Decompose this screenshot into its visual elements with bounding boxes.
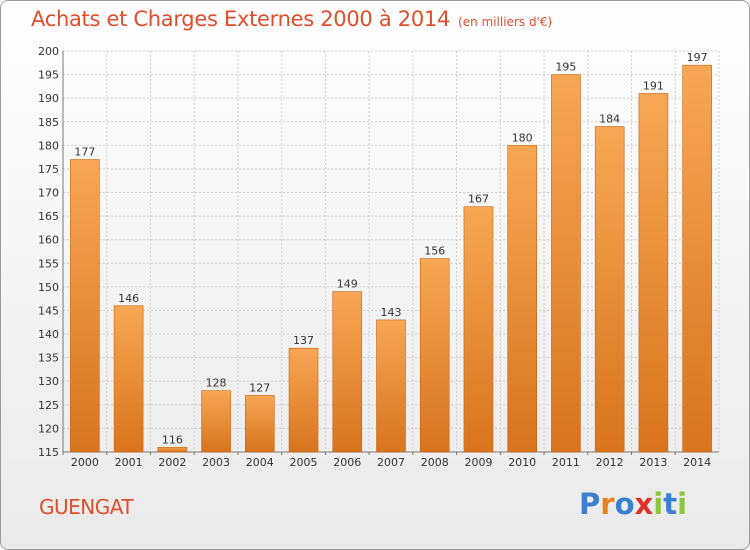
y-tick-label: 120 xyxy=(38,422,59,435)
city-name: GUENGAT xyxy=(39,495,134,519)
x-tick-label: 2009 xyxy=(464,456,492,469)
x-tick-label: 2006 xyxy=(333,456,361,469)
bar-2000 xyxy=(70,159,100,453)
bar-2007 xyxy=(376,319,406,453)
y-tick-label: 200 xyxy=(38,45,59,58)
y-tick-label: 170 xyxy=(38,187,59,200)
labels: 177 2000 146 2001 116 2002 128 2003 127 2004 137 20… xyxy=(71,51,711,469)
bar-2006 xyxy=(332,291,363,453)
logo-letter: o xyxy=(614,487,635,521)
bar-2008 xyxy=(419,258,450,453)
data-label: 143 xyxy=(381,306,402,319)
x-tick-label: 2000 xyxy=(71,456,99,469)
y-tick-label: 175 xyxy=(38,163,59,176)
x-tick-label: 2010 xyxy=(508,456,536,469)
proxiti-logo[interactable]: Proxiti xyxy=(579,487,687,521)
logo-letter: r xyxy=(600,487,615,521)
bar-2009 xyxy=(463,206,494,453)
data-label: 177 xyxy=(74,146,95,159)
y-tick-label: 165 xyxy=(38,210,59,223)
x-tick-label: 2008 xyxy=(421,456,449,469)
y-tick-label: 150 xyxy=(38,281,59,294)
data-label: 197 xyxy=(687,51,708,64)
y-tick-label: 160 xyxy=(38,234,59,247)
data-label: 184 xyxy=(599,112,620,125)
x-tick-label: 2002 xyxy=(158,456,186,469)
data-label: 156 xyxy=(424,245,445,258)
y-tick-label: 115 xyxy=(38,446,59,459)
data-label: 127 xyxy=(249,381,270,394)
y-tick-label: 145 xyxy=(38,304,59,317)
bar-2004 xyxy=(245,395,275,453)
bar-2005 xyxy=(288,347,319,453)
data-label: 191 xyxy=(643,79,664,92)
chart-title: Achats et Charges Externes 2000 à 2014 (e… xyxy=(31,7,552,31)
y-tick-label: 135 xyxy=(38,352,59,365)
y-tick-label: 130 xyxy=(38,375,59,388)
bar-2013 xyxy=(638,93,669,453)
x-tick-label: 2003 xyxy=(202,456,230,469)
data-label: 180 xyxy=(512,131,533,144)
bar-2011 xyxy=(551,74,581,453)
y-tick-label: 195 xyxy=(38,69,59,82)
axes: 115 120 125 130 135 140 145 150 155 160 165 170 175 1… xyxy=(38,45,719,459)
title-text: Achats et Charges Externes 2000 à 2014 xyxy=(31,7,451,31)
x-tick-label: 2012 xyxy=(596,456,624,469)
y-tick-label: 190 xyxy=(38,92,59,105)
data-label: 116 xyxy=(162,433,183,446)
bar-2014 xyxy=(682,64,712,453)
x-tick-label: 2011 xyxy=(552,456,580,469)
data-label: 137 xyxy=(293,334,314,347)
bars xyxy=(70,64,712,453)
x-tick-label: 2004 xyxy=(246,456,274,469)
logo-letter: i xyxy=(677,487,688,521)
x-tick-label: 2007 xyxy=(377,456,405,469)
y-tick-label: 180 xyxy=(38,139,59,152)
data-label: 146 xyxy=(118,292,139,305)
x-tick-label: 2014 xyxy=(683,456,711,469)
y-tick-label: 185 xyxy=(38,116,59,129)
logo-letter: P xyxy=(579,487,601,521)
data-label: 128 xyxy=(206,377,227,390)
bar-2012 xyxy=(594,126,625,453)
logo-letter: t xyxy=(663,487,678,521)
bar-2003 xyxy=(201,390,231,453)
x-tick-label: 2013 xyxy=(639,456,667,469)
y-tick-label: 155 xyxy=(38,257,59,270)
y-tick-label: 125 xyxy=(38,399,59,412)
bar-2001 xyxy=(113,305,144,453)
bar-2002 xyxy=(157,446,188,453)
bar-2010 xyxy=(507,145,538,453)
x-tick-label: 2005 xyxy=(290,456,318,469)
data-label: 167 xyxy=(468,193,489,206)
logo-letter: x xyxy=(634,487,654,521)
y-tick-label: 140 xyxy=(38,328,59,341)
data-label: 149 xyxy=(337,278,358,291)
data-label: 195 xyxy=(555,61,576,74)
logo-letter: i xyxy=(653,487,664,521)
x-tick-label: 2001 xyxy=(115,456,143,469)
chart-subtitle: (en milliers d'€) xyxy=(458,15,553,29)
